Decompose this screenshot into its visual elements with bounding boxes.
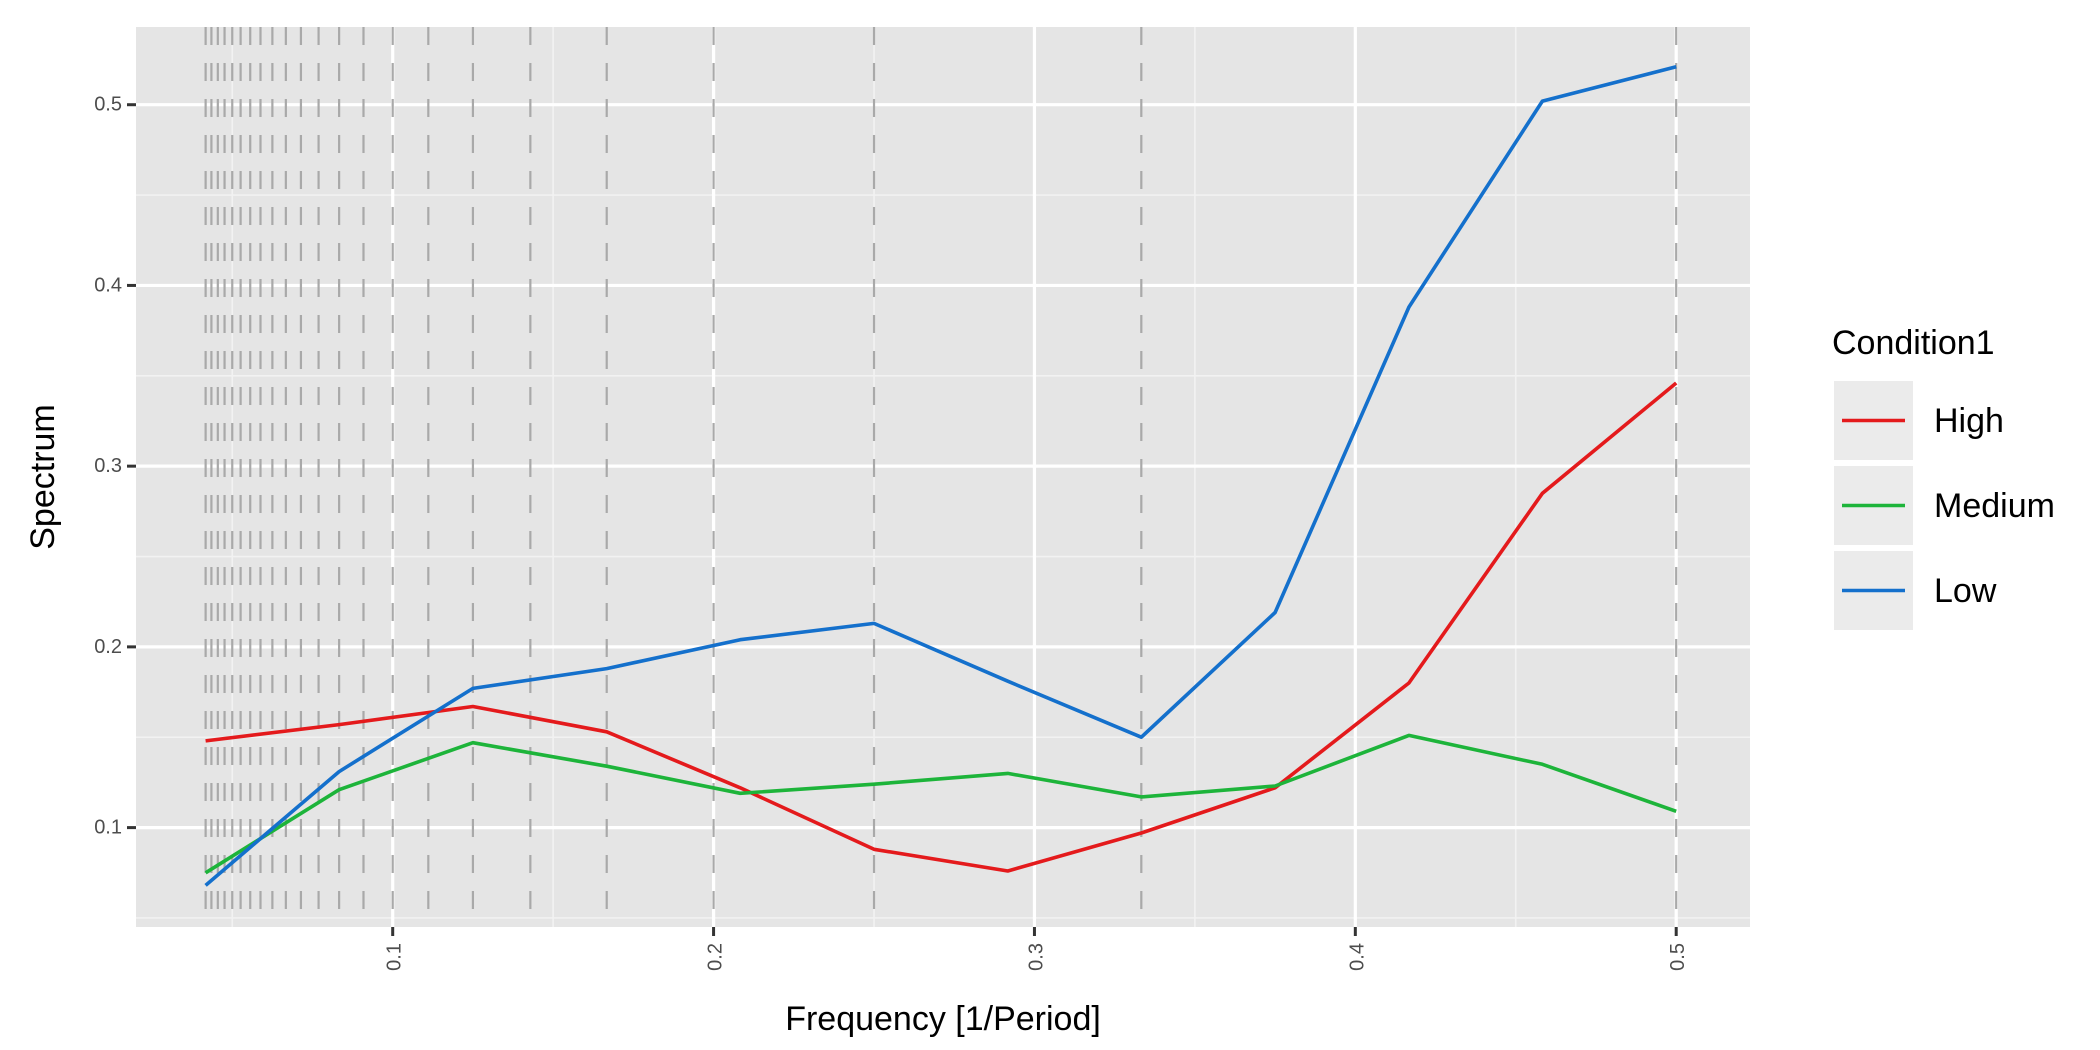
x-tick-label: 0.5 [1667,943,1689,971]
series-line-high [205,381,1678,873]
series-line-low [204,65,1677,887]
x-axis-title: Frequency [1/Period] [785,1000,1101,1038]
y-tick-label: 0.3 [94,455,122,477]
x-tick-label: 0.1 [384,943,406,971]
legend: Condition1 High Medium Low [1832,324,2055,630]
y-axis-title: Spectrum [24,404,62,550]
y-tick-label: 0.1 [94,817,122,839]
legend-title: Condition1 [1832,324,1995,362]
x-tick-label: 0.4 [1346,943,1368,971]
x-tick-label: 0.3 [1025,943,1047,971]
y-tick-label: 0.5 [94,94,122,116]
axes: 0.1 0.2 0.3 0.4 0.5 0.1 0.2 0.3 0.4 0.5 [94,94,1689,971]
y-tick-label: 0.2 [94,636,122,658]
y-tick-label: 0.4 [94,274,122,296]
x-tick-label: 0.2 [705,943,727,971]
legend-label-medium: Medium [1934,487,2055,525]
legend-label-low: Low [1934,572,1997,610]
series-line-medium [204,733,1677,875]
series-lines [204,65,1678,887]
reference-lines [204,27,1678,927]
legend-label-high: High [1934,402,2004,440]
panel-background [136,27,1750,927]
